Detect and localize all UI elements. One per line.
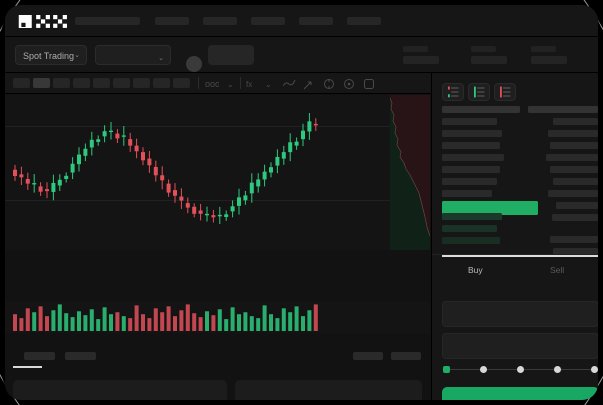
svg-text:⌄: ⌄ bbox=[227, 80, 234, 89]
svg-text:ooo: ooo bbox=[205, 79, 219, 89]
svg-text:⌄: ⌄ bbox=[265, 80, 272, 89]
svg-text:fx: fx bbox=[246, 80, 252, 89]
